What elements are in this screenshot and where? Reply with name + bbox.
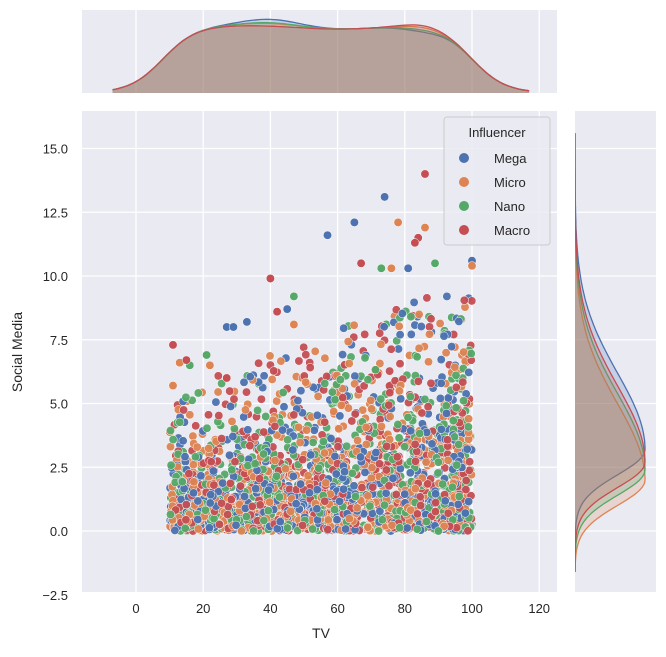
y-tick-label: 7.5 [50,333,68,348]
y-tick-label: 10.0 [43,269,68,284]
legend-marker-icon [459,201,469,211]
x-tick-label: 100 [461,601,483,616]
y-tick-label: −2.5 [42,588,68,603]
legend-label: Mega [494,151,527,166]
legend-marker-icon [459,225,469,235]
x-tick-label: 80 [398,601,412,616]
legend-title: Influencer [468,125,526,140]
legend-label: Macro [494,223,530,238]
x-tick-label: 40 [263,601,277,616]
x-axis-label: TV [312,625,331,641]
x-tick-label: 0 [132,601,139,616]
y-tick-label: 0.0 [50,524,68,539]
y-tick-label: 5.0 [50,397,68,412]
y-tick-label: 2.5 [50,460,68,475]
y-tick-label: 15.0 [43,142,68,157]
y-tick-label: 12.5 [43,205,68,220]
marginal-x-kde [82,10,557,93]
x-tick-label: 60 [330,601,344,616]
legend-label: Micro [494,175,526,190]
legend-marker-icon [459,153,469,163]
x-tick-label: 120 [528,601,550,616]
legend-marker-icon [459,177,469,187]
legend: Influencer Mega Micro Nano Macro [443,116,551,246]
x-axis-ticks: 0 20 40 60 80 100 120 [132,601,550,616]
scatter-points [165,169,477,536]
y-axis-ticks: −2.5 0.0 2.5 5.0 7.5 10.0 12.5 15.0 [42,142,68,603]
x-tick-label: 20 [196,601,210,616]
legend-label: Nano [494,199,525,214]
y-axis-label: Social Media [9,312,25,392]
marginal-y-kde [575,111,656,596]
